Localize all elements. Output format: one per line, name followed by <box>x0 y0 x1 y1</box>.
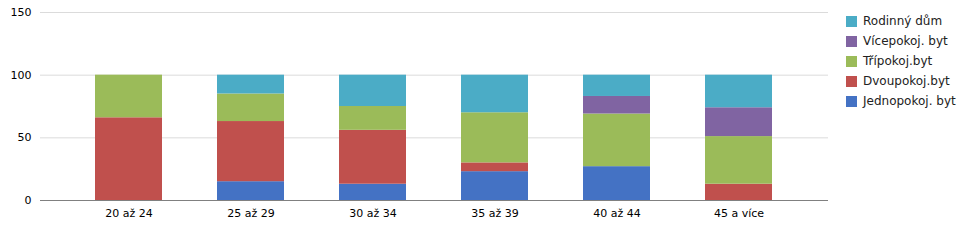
html-text:Třípokoj.byt: Třípokoj.byt <box>863 54 933 68</box>
html-text:Jednopokoj. byt: Jednopokoj. byt <box>863 94 956 108</box>
html-text:Vícepokoj. byt: Vícepokoj. byt <box>863 34 948 48</box>
svg-text:30 až 34: 30 až 34 <box>349 207 397 220</box>
svg-text:50: 50 <box>18 131 32 144</box>
svg-text:20 až 24: 20 až 24 <box>105 207 153 220</box>
svg-text:35 až 39: 35 až 39 <box>471 207 519 220</box>
svg-text:0: 0 <box>25 194 32 207</box>
svg-text:25 až 29: 25 až 29 <box>227 207 275 220</box>
svg-text:150: 150 <box>11 6 32 19</box>
svg-text:40 až 44: 40 až 44 <box>593 207 641 220</box>
html-text:Rodinný dům: Rodinný dům <box>863 14 943 28</box>
svg-text:100: 100 <box>11 69 32 82</box>
svg-text:45 a více: 45 a více <box>714 207 764 220</box>
html-text:Dvoupokoj.byt: Dvoupokoj.byt <box>863 74 950 88</box>
